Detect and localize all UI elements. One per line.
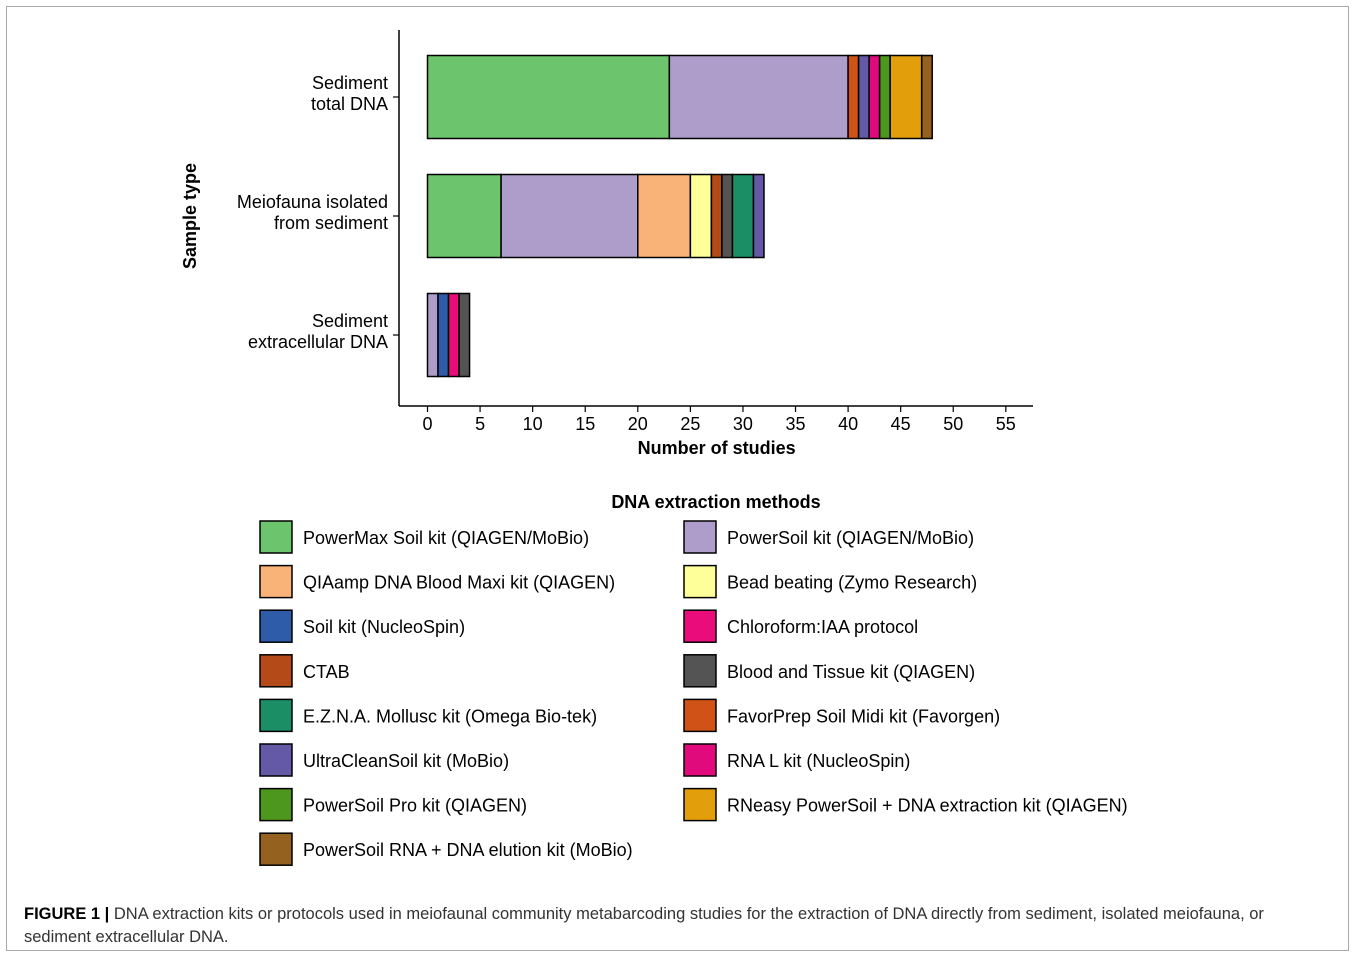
legend-swatch bbox=[259, 787, 293, 822]
bar-segment bbox=[847, 54, 860, 140]
y-tick-label: Sediment bbox=[312, 311, 388, 331]
x-tick-label: 25 bbox=[680, 414, 700, 434]
bar-segment bbox=[857, 54, 870, 140]
legend-label: Chloroform:IAA protocol bbox=[727, 617, 918, 637]
bar-segment bbox=[868, 54, 881, 140]
legend-swatch bbox=[259, 832, 293, 866]
x-tick-label: 20 bbox=[628, 414, 648, 434]
y-tick-label: from sediment bbox=[274, 213, 388, 233]
bar-segment bbox=[752, 173, 765, 259]
bar-segment bbox=[426, 292, 439, 378]
y-axis-title: Sample type bbox=[180, 163, 200, 269]
bar-segment bbox=[637, 173, 692, 259]
legend-label: PowerMax Soil kit (QIAGEN/MoBio) bbox=[303, 528, 589, 548]
legend-label: RNA L kit (NucleoSpin) bbox=[727, 751, 910, 771]
x-tick-label: 5 bbox=[475, 414, 485, 434]
bar-segment bbox=[426, 173, 502, 259]
x-tick-label: 45 bbox=[891, 414, 911, 434]
x-tick-label: 10 bbox=[523, 414, 543, 434]
legend-swatch bbox=[683, 787, 717, 822]
legend-swatch bbox=[683, 743, 717, 777]
legend-label: PowerSoil Pro kit (QIAGEN) bbox=[303, 796, 527, 816]
legend-label: PowerSoil kit (QIAGEN/MoBio) bbox=[727, 528, 974, 548]
x-axis-title: Number of studies bbox=[638, 438, 796, 458]
legend-label: E.Z.N.A. Mollusc kit (Omega Bio-tek) bbox=[303, 706, 597, 726]
x-tick-label: 50 bbox=[943, 414, 963, 434]
y-tick-label: Meiofauna isolated bbox=[237, 192, 388, 212]
bar-segment bbox=[878, 54, 891, 140]
legend-label: PowerSoil RNA + DNA elution kit (MoBio) bbox=[303, 840, 633, 860]
bar-segment bbox=[447, 292, 460, 378]
bar-segment bbox=[689, 173, 713, 259]
legend-label: Blood and Tissue kit (QIAGEN) bbox=[727, 662, 975, 682]
x-tick-label: 30 bbox=[733, 414, 753, 434]
legend-swatch bbox=[683, 698, 717, 733]
stacked-bar-chart: 0 5 10 15 20 25 30 35 40 45 50 55 Number of studies S… bbox=[180, 30, 1128, 866]
y-tick-label: total DNA bbox=[311, 94, 388, 114]
legend-swatch bbox=[683, 564, 717, 599]
legend-swatch bbox=[259, 564, 293, 599]
caption-label: FIGURE 1 | bbox=[24, 905, 110, 923]
legend-label: QIAamp DNA Blood Maxi kit (QIAGEN) bbox=[303, 573, 615, 593]
caption-text: DNA extraction kits or protocols used in… bbox=[24, 905, 1264, 946]
figure-frame bbox=[6, 6, 1349, 951]
figure-caption: FIGURE 1 | DNA extraction kits or protoc… bbox=[24, 903, 1324, 949]
bar-segment bbox=[710, 173, 723, 259]
x-tick-label: 55 bbox=[996, 414, 1016, 434]
legend-label: RNeasy PowerSoil + DNA extraction kit (Q… bbox=[727, 796, 1128, 816]
y-tick-label: extracellular DNA bbox=[248, 332, 388, 352]
legend-swatch bbox=[683, 609, 717, 643]
legend-label: Bead beating (Zymo Research) bbox=[727, 573, 977, 593]
legend-swatch bbox=[259, 743, 293, 777]
legend-swatch bbox=[683, 520, 717, 554]
legend-swatch bbox=[259, 654, 293, 688]
legend-label: UltraCleanSoil kit (MoBio) bbox=[303, 751, 509, 771]
legend-label: Soil kit (NucleoSpin) bbox=[303, 617, 465, 637]
bar-segment bbox=[437, 292, 450, 378]
legend-swatch bbox=[259, 698, 293, 733]
x-tick-label: 40 bbox=[838, 414, 858, 434]
bar-segment bbox=[426, 54, 671, 140]
x-tick-label: 0 bbox=[422, 414, 432, 434]
legend-label: CTAB bbox=[303, 662, 350, 682]
legend-swatch bbox=[259, 609, 293, 643]
bar-segment bbox=[500, 173, 639, 259]
legend-title: DNA extraction methods bbox=[611, 492, 820, 512]
legend-label: FavorPrep Soil Midi kit (Favorgen) bbox=[727, 706, 1000, 726]
bar-segment bbox=[668, 54, 849, 140]
x-tick-label: 35 bbox=[786, 414, 806, 434]
legend-swatch bbox=[259, 520, 293, 554]
bar-segment bbox=[731, 173, 755, 259]
x-tick-label: 15 bbox=[575, 414, 595, 434]
y-tick-label: Sediment bbox=[312, 73, 388, 93]
legend-swatch bbox=[683, 654, 717, 688]
bar-segment bbox=[458, 292, 471, 378]
bar-segment bbox=[889, 54, 923, 140]
bar-segment bbox=[920, 54, 933, 140]
bar-segment bbox=[721, 173, 734, 259]
